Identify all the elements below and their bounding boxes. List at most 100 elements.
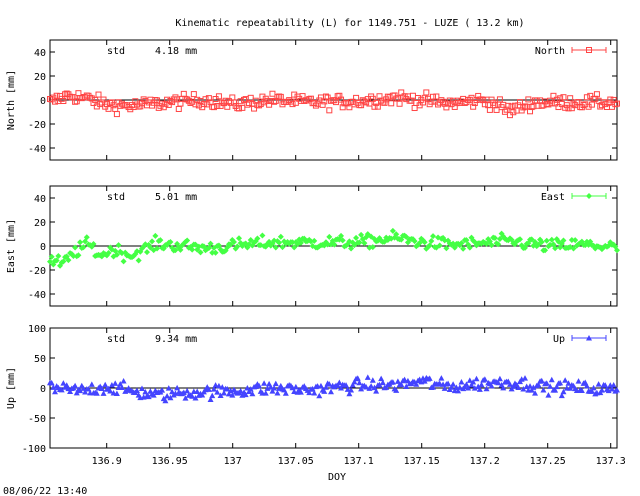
data-point	[518, 107, 525, 114]
data-point	[50, 94, 57, 101]
x-tick-label: 137.1	[344, 456, 374, 467]
data-point	[590, 384, 597, 391]
data-point	[535, 102, 542, 109]
data-point	[212, 249, 219, 256]
data-point	[458, 379, 465, 385]
data-point	[152, 232, 159, 239]
data-point	[587, 92, 594, 99]
data-point	[154, 97, 161, 104]
data-point	[175, 105, 182, 112]
data-point	[438, 97, 445, 104]
data-point	[182, 95, 189, 102]
data-point	[598, 387, 605, 393]
data-point	[506, 381, 513, 387]
x-tick-label: 137	[224, 456, 242, 467]
data-point	[393, 387, 400, 393]
data-point	[558, 392, 565, 399]
data-point	[276, 239, 283, 246]
data-point	[369, 95, 376, 102]
data-point	[443, 104, 450, 111]
y-tick-label: -50	[28, 414, 46, 425]
data-point	[172, 247, 179, 254]
data-point	[505, 102, 512, 109]
std-value: 5.01 mm	[155, 192, 197, 203]
data-point	[575, 378, 582, 384]
data-point	[113, 111, 120, 118]
data-point	[177, 246, 184, 253]
data-point	[488, 382, 495, 389]
data-point	[565, 380, 572, 386]
data-point	[60, 258, 67, 265]
data-point	[113, 390, 120, 397]
data-point	[215, 382, 222, 389]
data-point	[236, 235, 242, 242]
data-point	[282, 390, 289, 396]
data-point	[291, 91, 298, 98]
data-point	[180, 90, 187, 97]
data-point	[220, 390, 227, 396]
data-point	[538, 377, 545, 384]
data-point	[353, 234, 360, 241]
data-point	[118, 384, 125, 391]
data-point	[413, 381, 420, 387]
data-point	[254, 235, 261, 242]
chart-panels: 40 20 0 -20 -40 North [mm] std 4.18 mm North 40 20…	[6, 39, 626, 467]
data-point	[113, 251, 120, 258]
data-point	[159, 387, 166, 393]
data-point	[588, 388, 595, 394]
data-point	[162, 397, 169, 404]
data-point	[316, 392, 323, 399]
data-point	[207, 99, 214, 106]
data-point	[319, 101, 326, 108]
data-point	[95, 91, 102, 98]
data-point	[167, 98, 174, 105]
data-point	[214, 389, 221, 395]
data-point	[132, 98, 139, 105]
data-point	[361, 240, 368, 247]
data-point	[389, 379, 396, 385]
data-point	[98, 385, 105, 392]
data-point	[157, 237, 164, 244]
data-point	[229, 392, 236, 398]
data-point	[520, 385, 527, 392]
data-point	[396, 100, 403, 107]
data-point	[75, 90, 82, 97]
data-point	[552, 245, 559, 252]
data-point	[256, 382, 263, 389]
legend-marker	[586, 335, 592, 341]
data-point	[73, 389, 80, 396]
y-axis-label: North [mm]	[6, 70, 17, 130]
data-point	[520, 104, 527, 111]
data-point	[550, 92, 557, 99]
data-point	[414, 95, 421, 102]
std-label: std	[107, 192, 125, 203]
data-point	[562, 377, 569, 383]
data-point	[209, 392, 216, 399]
data-point	[150, 392, 157, 398]
data-point	[160, 104, 167, 111]
data-point	[190, 91, 197, 98]
data-point	[184, 237, 191, 244]
data-point	[530, 384, 537, 390]
data-point	[326, 381, 333, 387]
data-point	[192, 395, 199, 401]
data-point	[448, 384, 455, 390]
data-point	[567, 95, 574, 102]
data-point	[120, 258, 127, 265]
x-tick-label: 137.05	[278, 456, 314, 467]
data-point	[189, 393, 196, 399]
data-point	[230, 99, 237, 106]
data-point	[473, 375, 480, 382]
data-point	[164, 392, 171, 399]
y-tick-label: 20	[34, 218, 46, 229]
data-point	[578, 387, 585, 394]
y-tick-label: -40	[28, 290, 46, 301]
data-point	[252, 97, 259, 104]
data-point	[321, 388, 328, 394]
data-point	[225, 390, 232, 397]
data-point	[612, 101, 619, 108]
data-point	[430, 384, 437, 390]
data-point	[247, 386, 254, 392]
data-point	[555, 104, 562, 111]
